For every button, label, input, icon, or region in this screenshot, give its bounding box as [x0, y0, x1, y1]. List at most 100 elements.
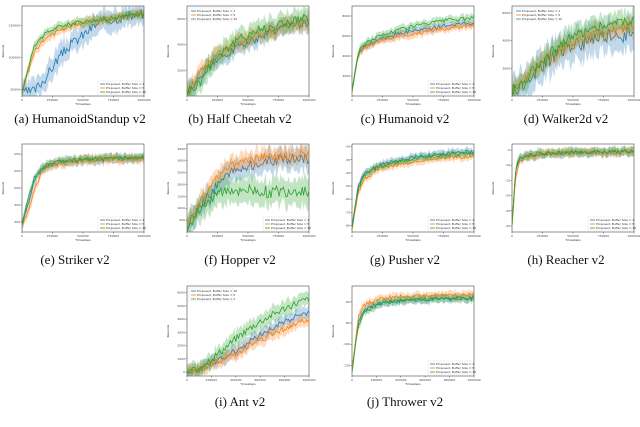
y-tick-label: 2000	[342, 74, 350, 78]
x-tick-label: 1000000	[137, 234, 150, 238]
y-axis-label: Rewards	[166, 44, 170, 57]
legend-entry: Proposed, Buffer Size = 5	[436, 86, 474, 90]
y-tick-label: 1500	[177, 194, 185, 198]
legend-box	[427, 360, 473, 375]
x-tick-label: 0	[351, 234, 353, 238]
y-tick-label: 500	[179, 218, 185, 222]
x-tick-label: 1000000	[302, 378, 315, 382]
y-tick-label: -80	[345, 223, 350, 227]
x-axis-label: Timesteps	[74, 102, 91, 106]
y-tick-label: -70	[345, 210, 350, 214]
y-axis-label: Rewards	[166, 324, 170, 337]
x-tick-label: 500000	[77, 234, 89, 238]
series-band-green	[187, 170, 309, 232]
y-tick-label: 2000	[502, 66, 510, 70]
series-line-green	[512, 16, 634, 96]
legend-entry: Proposed, Buffer Size = 10	[271, 226, 311, 230]
x-axis-label: Timesteps	[239, 102, 256, 106]
x-tick-label: 0	[186, 378, 188, 382]
legend-entry: Proposed, Buffer Size = 5	[271, 222, 309, 226]
legend-box	[262, 216, 308, 231]
series-line-orange	[22, 155, 144, 226]
y-axis-label: Rewards	[1, 181, 5, 194]
series-band-green	[512, 6, 634, 96]
x-tick-label: 750000	[598, 234, 610, 238]
chart-walker2d: 0 250000 500000 750000 1000000 2000 4000 6000 Ti…	[491, 5, 640, 106]
y-tick-label: 4000	[502, 39, 510, 43]
caption-striker: (e) Striker v2	[40, 252, 110, 267]
x-tick-label: 750000	[108, 234, 120, 238]
caption-halfcheetah: (b) Half Cheetah v2	[188, 111, 292, 126]
legend-entry: Proposed, Buffer Size = 1	[106, 82, 144, 86]
chart-ant: 0 200000 400000 600000 800000 1000000 0 1000 200…	[166, 285, 316, 386]
y-tick-label: -20	[505, 194, 510, 198]
x-tick-label: 800000	[444, 378, 456, 382]
y-tick-label: -60	[345, 197, 350, 201]
caption-humanoid: (c) Humanoid v2	[360, 111, 450, 126]
y-tick-label: -25	[505, 209, 510, 213]
legend-entry: Proposed, Buffer Size = 10	[522, 17, 562, 21]
legend-entry: Proposed, Buffer Size = 10	[596, 226, 636, 230]
chart-panel-ant: 0 200000 400000 600000 800000 1000000 0 1000 200…	[165, 280, 316, 390]
x-tick-label: 250000	[47, 234, 59, 238]
x-tick-label: 0	[186, 234, 188, 238]
plot-area	[187, 6, 309, 96]
x-tick-label: 250000	[537, 98, 549, 102]
x-tick-label: 500000	[407, 98, 419, 102]
x-axis-label: Timesteps	[564, 102, 581, 106]
legend-entry: Proposed, Buffer Size = 5	[106, 86, 144, 90]
x-tick-label: 200000	[371, 378, 383, 382]
x-tick-label: 0	[511, 98, 513, 102]
x-tick-label: 750000	[438, 98, 450, 102]
chart-panel-humanoid: 0 250000 500000 750000 1000000 2000 4000 6000 80…	[330, 0, 481, 110]
caption-humanoidstandup: (a) HumanoidStandup v2	[14, 111, 146, 126]
series-band-blue	[187, 304, 309, 376]
legend-entry: Proposed, Buffer Size = 1	[271, 218, 309, 222]
series-line-orange	[512, 21, 634, 94]
series-line-blue	[352, 22, 474, 90]
x-tick-label: 1000000	[302, 234, 315, 238]
legend-entry: Proposed, Buffer Size = 10	[197, 17, 237, 21]
legend-entry: Proposed, Buffer Size = 1	[436, 82, 474, 86]
legend-entry: Proposed, Buffer Size = 5	[197, 293, 235, 297]
x-tick-label: 1000000	[467, 98, 480, 102]
y-tick-label: -350	[13, 220, 20, 224]
x-tick-label: 500000	[407, 234, 419, 238]
chart-hopper: 0 250000 500000 750000 1000000 500 1000 1500 200…	[166, 143, 316, 242]
legend-box	[188, 7, 234, 22]
series-band-blue	[352, 292, 474, 375]
y-axis-label: Rewards	[331, 181, 335, 194]
legend-entry: Proposed, Buffer Size = 1	[106, 218, 144, 222]
chart-thrower: 0 200000 400000 600000 800000 1000000 -120 -100…	[331, 285, 481, 386]
series-line-orange	[187, 318, 309, 375]
y-tick-label: 4000	[177, 43, 185, 47]
legend-entry: Proposed, Buffer Size = 1	[596, 218, 634, 222]
x-axis-label: Timesteps	[404, 102, 421, 106]
plot-area	[512, 6, 634, 96]
x-tick-label: 600000	[419, 378, 431, 382]
y-tick-label: -5	[507, 148, 510, 152]
y-tick-label: 0	[183, 370, 185, 374]
x-tick-label: 1000000	[627, 98, 640, 102]
plot-area	[352, 11, 474, 96]
x-tick-label: 750000	[598, 98, 610, 102]
y-axis-label: Rewards	[491, 181, 495, 194]
plot-area	[352, 145, 474, 232]
series-band-orange	[22, 151, 144, 230]
series-band-green	[352, 11, 474, 96]
series-line-green	[187, 13, 309, 96]
y-tick-label: 6000	[502, 11, 510, 15]
y-tick-label: 8000	[342, 14, 350, 18]
x-tick-label: 0	[351, 378, 353, 382]
x-tick-label: 250000	[377, 98, 389, 102]
x-tick-label: 1000000	[467, 378, 480, 382]
y-tick-label: 3000	[177, 159, 185, 163]
series-line-green	[187, 183, 309, 232]
x-tick-label: 0	[21, 98, 23, 102]
legend-box	[513, 7, 559, 22]
x-tick-label: 1000000	[467, 234, 480, 238]
chart-panel-pusher: 0 250000 500000 750000 1000000 -80 -70 -60 -50 -4…	[330, 138, 481, 246]
x-tick-label: 200000	[206, 378, 218, 382]
x-tick-label: 250000	[377, 234, 389, 238]
caption-reacher: (h) Reacher v2	[527, 252, 605, 267]
